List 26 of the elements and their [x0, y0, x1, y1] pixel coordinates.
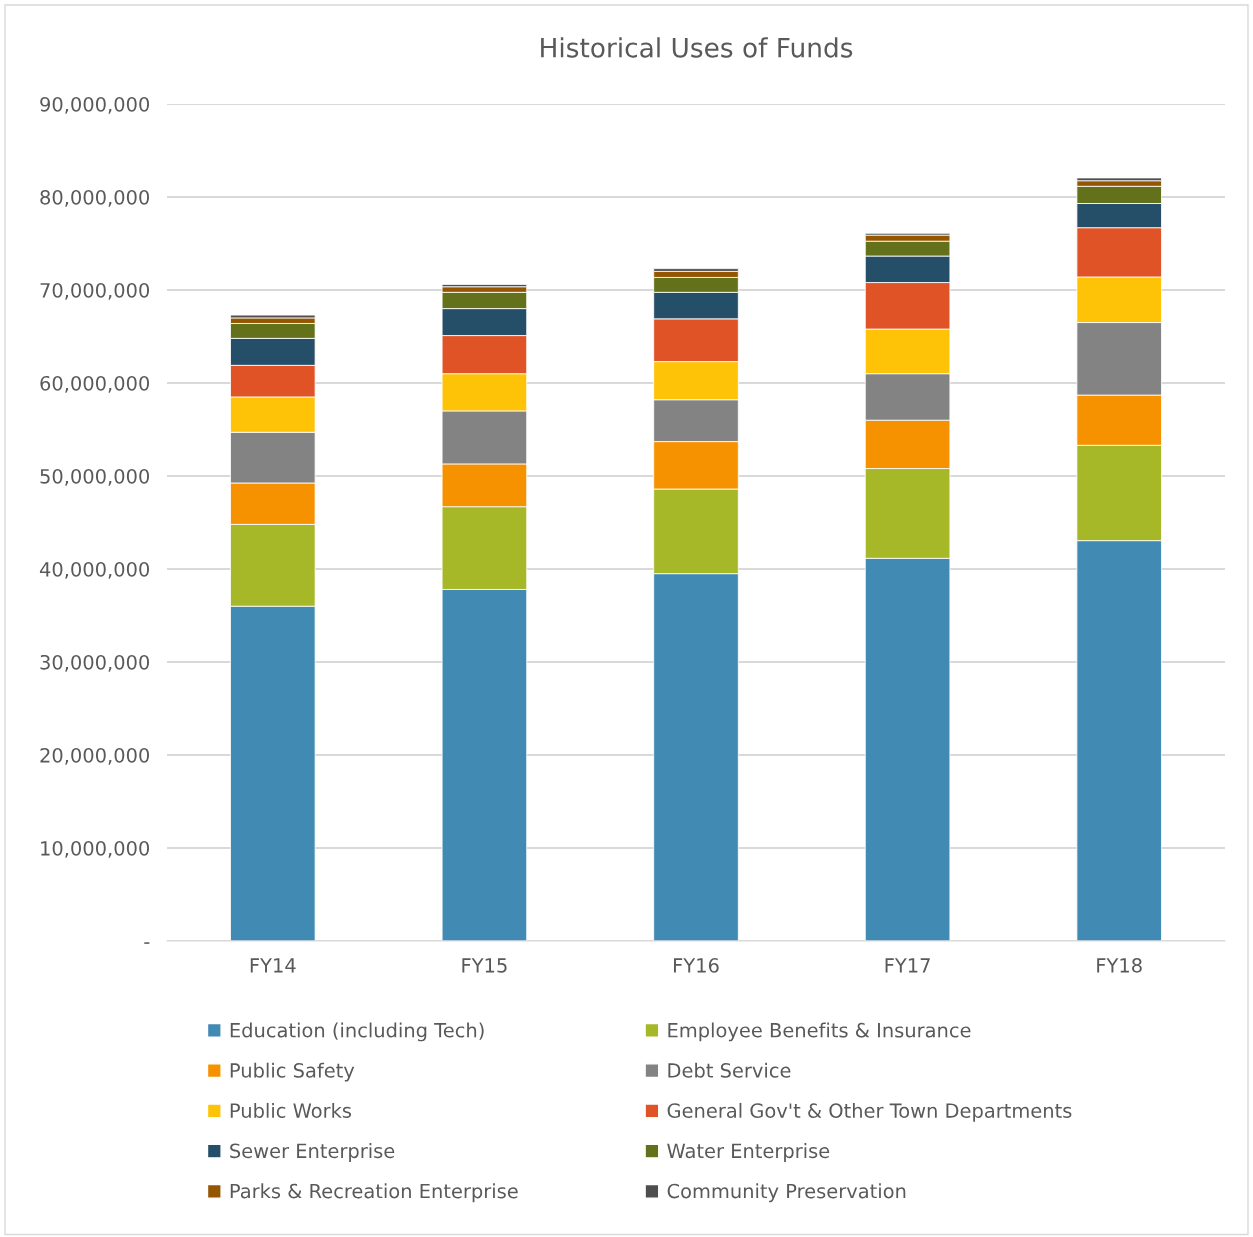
legend-label: Water Enterprise: [667, 1143, 830, 1162]
y-tick-label: 50,000,000: [40, 468, 150, 486]
legend-label: Parks & Recreation Enterprise: [230, 1183, 518, 1203]
y-tick-label: 30,000,000: [40, 654, 150, 672]
legend-label: Debt Service: [668, 1062, 791, 1078]
legend-label: General Gov't & Other Town Departments: [667, 1102, 1072, 1122]
legend-label: Employee Benefits & Insurance: [668, 1022, 971, 1042]
y-tick-label: 10,000,000: [41, 840, 150, 858]
x-tick-label: FY15: [462, 958, 507, 973]
y-tick-label: 80,000,000: [40, 189, 150, 207]
legend-label: Sewer Enterprise: [230, 1143, 395, 1162]
y-tick-label: 40,000,000: [39, 561, 150, 579]
y-tick-label: 20,000,000: [40, 747, 150, 765]
y-tick-label: 60,000,000: [40, 375, 150, 393]
chart-title: Historical Uses of Funds: [541, 37, 853, 58]
x-tick-label: FY14: [250, 958, 296, 973]
y-tick-label: 90,000,000: [40, 96, 150, 114]
legend-label: Public Safety: [230, 1062, 355, 1082]
y-tick-label: 70,000,000: [40, 282, 150, 300]
legend-label: Education (including Tech): [230, 1022, 484, 1042]
y-tick-label: -: [144, 942, 150, 944]
legend-label: Community Preservation: [667, 1183, 906, 1203]
x-tick-label: FY17: [885, 958, 930, 973]
legend-label: Public Works: [230, 1102, 352, 1118]
x-tick-label: FY16: [674, 958, 719, 973]
x-tick-label: FY18: [1097, 958, 1142, 973]
